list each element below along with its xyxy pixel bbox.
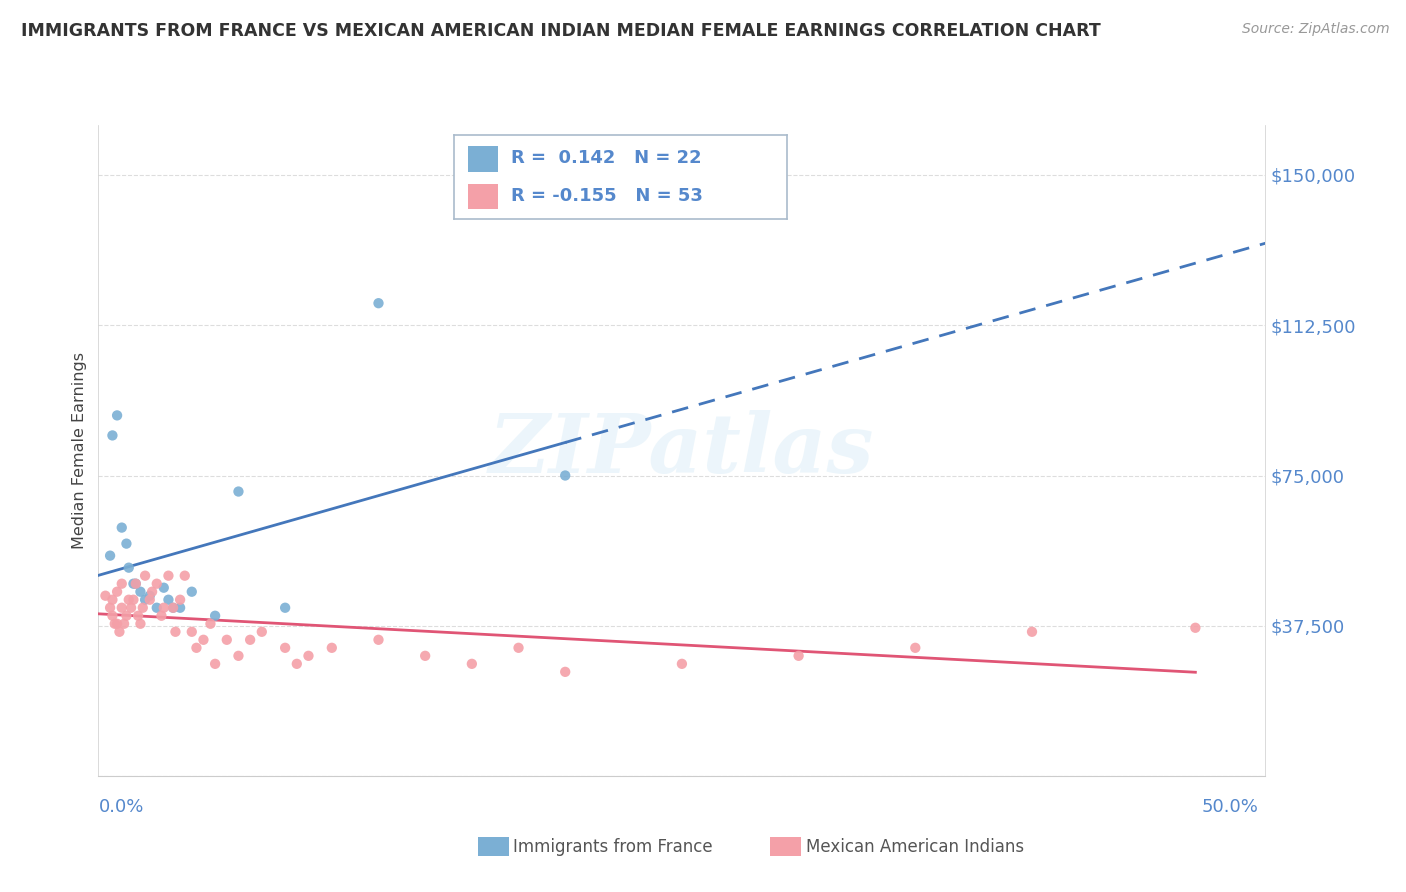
Point	[141, 584, 163, 599]
Point	[671, 657, 693, 671]
Point	[204, 608, 226, 623]
Point	[98, 549, 121, 563]
Point	[134, 592, 156, 607]
Point	[115, 536, 138, 550]
Point	[461, 657, 484, 671]
Point	[321, 640, 343, 655]
Text: Mexican American Indians: Mexican American Indians	[806, 838, 1024, 855]
Point	[105, 616, 128, 631]
Point	[129, 616, 152, 631]
Point	[111, 576, 134, 591]
Point	[101, 592, 124, 607]
Text: 0.0%: 0.0%	[98, 798, 143, 816]
Point	[146, 576, 169, 591]
Point	[120, 600, 142, 615]
Point	[204, 657, 226, 671]
Point	[112, 616, 135, 631]
Point	[169, 592, 191, 607]
Point	[508, 640, 530, 655]
Point	[554, 468, 576, 483]
Point	[108, 624, 131, 639]
Point	[367, 296, 389, 310]
Point	[118, 592, 141, 607]
Point	[132, 600, 155, 615]
Point	[104, 616, 127, 631]
Point	[146, 600, 169, 615]
Point	[157, 568, 180, 582]
Point	[101, 428, 124, 442]
Point	[787, 648, 810, 663]
Point	[186, 640, 208, 655]
Point	[139, 589, 162, 603]
Text: Immigrants from France: Immigrants from France	[513, 838, 713, 855]
Point	[111, 600, 134, 615]
Point	[297, 648, 319, 663]
Point	[250, 624, 273, 639]
Point	[215, 632, 238, 647]
Point	[105, 409, 128, 423]
Point	[193, 632, 215, 647]
Point	[125, 576, 148, 591]
Point	[94, 589, 117, 603]
Text: ZIPatlas: ZIPatlas	[489, 410, 875, 491]
Point	[111, 520, 134, 534]
Point	[285, 657, 308, 671]
Point	[554, 665, 576, 679]
Point	[274, 640, 297, 655]
Point	[169, 600, 191, 615]
Point	[98, 600, 121, 615]
Point	[101, 608, 124, 623]
Point	[125, 576, 148, 591]
Point	[228, 484, 250, 499]
Text: 50.0%: 50.0%	[1202, 798, 1258, 816]
Point	[180, 624, 202, 639]
Point	[162, 600, 184, 615]
Point	[150, 608, 173, 623]
Point	[173, 568, 195, 582]
Point	[165, 624, 187, 639]
Point	[115, 608, 138, 623]
Point	[228, 648, 250, 663]
Y-axis label: Median Female Earnings: Median Female Earnings	[72, 352, 87, 549]
Point	[122, 576, 145, 591]
Point	[157, 592, 180, 607]
Text: Source: ZipAtlas.com: Source: ZipAtlas.com	[1241, 22, 1389, 37]
Point	[200, 616, 222, 631]
Text: IMMIGRANTS FROM FRANCE VS MEXICAN AMERICAN INDIAN MEDIAN FEMALE EARNINGS CORRELA: IMMIGRANTS FROM FRANCE VS MEXICAN AMERIC…	[21, 22, 1101, 40]
Point	[127, 608, 149, 623]
Point	[152, 581, 174, 595]
Point	[162, 600, 184, 615]
Point	[129, 584, 152, 599]
Point	[134, 568, 156, 582]
Point	[413, 648, 436, 663]
Point	[122, 592, 145, 607]
Point	[367, 632, 389, 647]
Point	[118, 560, 141, 574]
Point	[904, 640, 927, 655]
Point	[139, 592, 162, 607]
Point	[180, 584, 202, 599]
Point	[1021, 624, 1043, 639]
Point	[239, 632, 262, 647]
Point	[152, 600, 174, 615]
Point	[1184, 621, 1206, 635]
Point	[274, 600, 297, 615]
Point	[105, 584, 128, 599]
